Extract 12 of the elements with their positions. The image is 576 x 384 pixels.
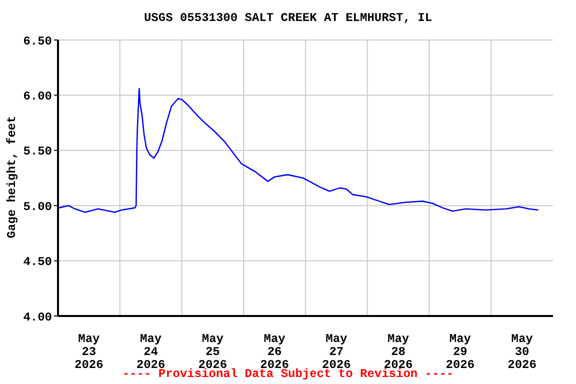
y-tick-label: 6.50	[23, 34, 52, 48]
x-tick-label: May 30 2026	[508, 332, 536, 372]
y-tick-label: 4.00	[23, 310, 52, 324]
y-tick-label: 4.50	[23, 255, 52, 270]
y-tick-label: 6.00	[23, 89, 52, 104]
y-tick-label: 5.50	[23, 144, 52, 159]
chart-title: USGS 05531300 SALT CREEK AT ELMHURST, IL	[142, 11, 434, 25]
y-tick-label: 5.00	[23, 200, 52, 214]
x-tick-label: May 23 2026	[74, 332, 104, 372]
line-series	[58, 88, 539, 213]
x-tick-label: May 29 2026	[446, 332, 475, 372]
y-axis-title: Gage height, feet	[5, 114, 19, 240]
